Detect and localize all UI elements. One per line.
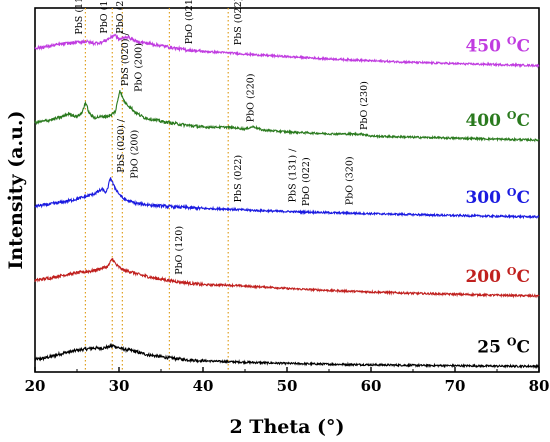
- x-tick-label-6: 80: [529, 377, 550, 395]
- peak-annotation-15: PbO (120): [174, 226, 185, 275]
- x-tick-label-4: 60: [361, 377, 382, 395]
- series-line-4: [34, 33, 540, 69]
- series-label-2: 300 OC: [465, 186, 530, 208]
- peak-annotation-12: PbS (131) /: [287, 148, 298, 203]
- peak-annotation-13: PbO (022): [301, 157, 312, 206]
- y-axis-title: Intensity (a.u.): [5, 110, 27, 269]
- peak-annotation-1: PbO (111): [99, 0, 110, 34]
- x-tick-label-1: 30: [109, 377, 130, 395]
- x-tick-label-5: 70: [445, 377, 466, 395]
- peak-annotation-2: PbO (200): [115, 0, 126, 34]
- peak-annotation-11: PbS (022): [233, 155, 244, 203]
- series-line-2: [34, 177, 540, 220]
- x-tick-label-3: 50: [277, 377, 298, 395]
- x-axis-title: 2 Theta (°): [229, 416, 344, 438]
- x-tick-label-0: 20: [25, 377, 46, 395]
- peak-annotation-3: PbO (021): [184, 0, 195, 44]
- peak-annotation-5: PbS (020) /: [120, 31, 131, 86]
- series-label-3: 400 OC: [465, 109, 530, 131]
- peak-annotation-4: PbS (022): [233, 0, 244, 45]
- peak-annotation-6: PbO (200): [134, 43, 145, 92]
- peak-annotation-9: PbS (020) /: [116, 118, 127, 173]
- series-label-0: 25 OC: [477, 335, 530, 357]
- series-label-1: 200 OC: [465, 265, 530, 287]
- peak-annotation-14: PbO (320): [345, 156, 356, 205]
- peak-annotation-8: PbO (230): [359, 81, 370, 130]
- series-label-4: 450 OC: [465, 35, 530, 57]
- x-tick-label-2: 40: [193, 377, 214, 395]
- peak-annotation-10: PbO (200): [129, 130, 140, 179]
- peak-annotation-0: PbS (111): [74, 0, 85, 35]
- series-line-3: [34, 90, 540, 143]
- series-line-1: [34, 258, 540, 299]
- peak-annotation-7: PbO (220): [245, 73, 256, 122]
- series-line-0: [34, 342, 540, 370]
